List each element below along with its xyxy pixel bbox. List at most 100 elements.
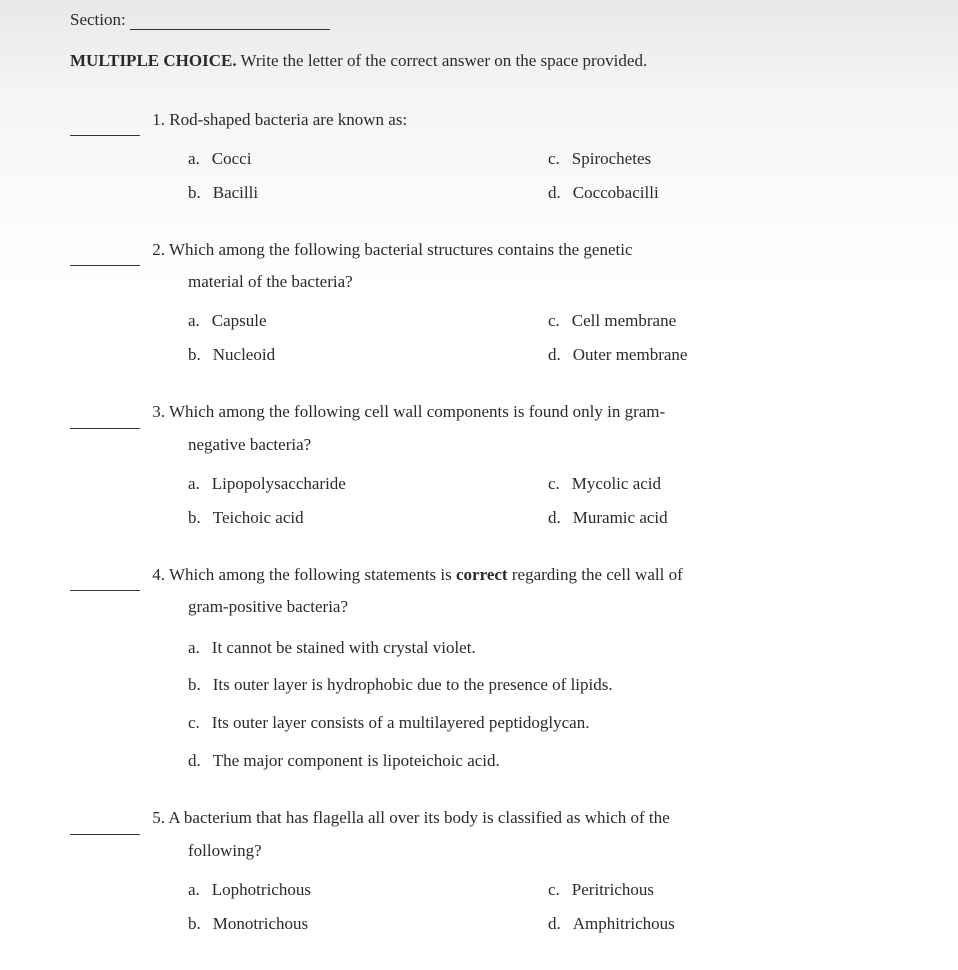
option-label: b. bbox=[188, 508, 201, 527]
option-a: a. Lipopolysaccharide bbox=[188, 467, 548, 501]
option-text: Outer membrane bbox=[573, 345, 688, 364]
option-text: Mycolic acid bbox=[572, 474, 661, 493]
option-c: c. Peritrichous bbox=[548, 873, 908, 907]
option-a: a. Lophotrichous bbox=[188, 873, 548, 907]
question-text-before: Which among the following statements is bbox=[169, 565, 456, 584]
answer-blank[interactable] bbox=[70, 428, 140, 429]
option-label: c. bbox=[548, 474, 560, 493]
question-line: 4. Which among the following statements … bbox=[70, 559, 908, 591]
question-2: 2. Which among the following bacterial s… bbox=[70, 234, 908, 373]
question-3: 3. Which among the following cell wall c… bbox=[70, 396, 908, 535]
option-label: d. bbox=[548, 183, 561, 202]
question-number: 2. bbox=[152, 240, 165, 259]
option-label: c. bbox=[548, 311, 560, 330]
option-b: b. Teichoic acid bbox=[188, 501, 548, 535]
options-grid: a. Lipopolysaccharide c. Mycolic acid b. Te… bbox=[70, 467, 908, 535]
option-label: a. bbox=[188, 149, 200, 168]
option-label: d. bbox=[188, 751, 201, 770]
option-label: b. bbox=[188, 345, 201, 364]
answer-blank[interactable] bbox=[70, 135, 140, 136]
option-label: d. bbox=[548, 914, 561, 933]
option-d: d. Coccobacilli bbox=[548, 176, 908, 210]
option-text: Its outer layer consists of a multilayer… bbox=[212, 713, 590, 732]
option-text: Coccobacilli bbox=[573, 183, 659, 202]
question-5: 5. A bacterium that has flagella all ove… bbox=[70, 802, 908, 941]
question-text: Which among the following cell wall comp… bbox=[169, 402, 665, 421]
question-line: 1. Rod-shaped bacteria are known as: bbox=[70, 104, 908, 136]
question-continuation: material of the bacteria? bbox=[70, 266, 908, 298]
answer-blank[interactable] bbox=[70, 265, 140, 266]
instructions: MULTIPLE CHOICE. Write the letter of the… bbox=[70, 48, 908, 74]
question-text: Rod-shaped bacteria are known as: bbox=[169, 110, 407, 129]
question-text: A bacterium that has flagella all over i… bbox=[168, 808, 669, 827]
option-label: a. bbox=[188, 638, 200, 657]
option-label: a. bbox=[188, 880, 200, 899]
option-label: d. bbox=[548, 345, 561, 364]
question-text: Which among the following bacterial stru… bbox=[169, 240, 633, 259]
option-label: b. bbox=[188, 183, 201, 202]
options-list: a. It cannot be stained with crystal viol… bbox=[70, 630, 908, 779]
options-grid: a. Capsule c. Cell membrane b. Nucleoid d. O… bbox=[70, 304, 908, 372]
option-b: b. Bacilli bbox=[188, 176, 548, 210]
option-text: Capsule bbox=[212, 311, 267, 330]
option-label: b. bbox=[188, 675, 201, 694]
option-b: b. Nucleoid bbox=[188, 338, 548, 372]
option-d: d. The major component is lipoteichoic ac… bbox=[188, 743, 908, 779]
question-line: 2. Which among the following bacterial s… bbox=[70, 234, 908, 266]
option-text: Cell membrane bbox=[572, 311, 676, 330]
section-row: Section: bbox=[70, 10, 908, 30]
question-continuation: following? bbox=[70, 835, 908, 867]
option-d: d. Amphitrichous bbox=[548, 907, 908, 941]
question-1: 1. Rod-shaped bacteria are known as: a. C… bbox=[70, 104, 908, 210]
option-text: Peritrichous bbox=[572, 880, 654, 899]
option-a: a. It cannot be stained with crystal viol… bbox=[188, 630, 908, 666]
option-c: c. Its outer layer consists of a multilay… bbox=[188, 705, 908, 741]
option-text: Its outer layer is hydrophobic due to th… bbox=[213, 675, 613, 694]
option-text: Cocci bbox=[212, 149, 252, 168]
option-label: c. bbox=[548, 149, 560, 168]
question-number: 3. bbox=[152, 402, 165, 421]
question-number: 1. bbox=[152, 110, 165, 129]
option-label: a. bbox=[188, 474, 200, 493]
option-text: Teichoic acid bbox=[213, 508, 304, 527]
section-blank bbox=[130, 29, 330, 30]
question-number: 4. bbox=[152, 565, 165, 584]
option-c: c. Spirochetes bbox=[548, 142, 908, 176]
option-text: Bacilli bbox=[213, 183, 258, 202]
option-label: c. bbox=[548, 880, 560, 899]
question-text-bold: correct bbox=[456, 565, 508, 584]
option-c: c. Cell membrane bbox=[548, 304, 908, 338]
question-line: 5. A bacterium that has flagella all ove… bbox=[70, 802, 908, 834]
answer-blank[interactable] bbox=[70, 834, 140, 835]
section-label: Section: bbox=[70, 10, 126, 29]
option-label: c. bbox=[188, 713, 200, 732]
options-grid: a. Lophotrichous c. Peritrichous b. Monotri… bbox=[70, 873, 908, 941]
option-text: It cannot be stained with crystal violet… bbox=[212, 638, 476, 657]
option-text: Lipopolysaccharide bbox=[212, 474, 346, 493]
question-number: 5. bbox=[152, 808, 165, 827]
option-text: Spirochetes bbox=[572, 149, 651, 168]
option-text: The major component is lipoteichoic acid… bbox=[213, 751, 500, 770]
option-b: b. Monotrichous bbox=[188, 907, 548, 941]
option-text: Muramic acid bbox=[573, 508, 668, 527]
question-text-after: regarding the cell wall of bbox=[508, 565, 683, 584]
option-label: d. bbox=[548, 508, 561, 527]
option-b: b. Its outer layer is hydrophobic due to … bbox=[188, 667, 908, 703]
question-continuation: gram-positive bacteria? bbox=[70, 591, 908, 623]
instructions-text: Write the letter of the correct answer o… bbox=[241, 51, 648, 70]
option-text: Nucleoid bbox=[213, 345, 275, 364]
option-a: a. Capsule bbox=[188, 304, 548, 338]
option-label: b. bbox=[188, 914, 201, 933]
option-text: Lophotrichous bbox=[212, 880, 311, 899]
option-a: a. Cocci bbox=[188, 142, 548, 176]
question-4: 4. Which among the following statements … bbox=[70, 559, 908, 778]
question-continuation: negative bacteria? bbox=[70, 429, 908, 461]
option-text: Monotrichous bbox=[213, 914, 308, 933]
option-text: Amphitrichous bbox=[573, 914, 675, 933]
question-line: 3. Which among the following cell wall c… bbox=[70, 396, 908, 428]
option-d: d. Muramic acid bbox=[548, 501, 908, 535]
options-grid: a. Cocci c. Spirochetes b. Bacilli d. Coccob… bbox=[70, 142, 908, 210]
option-d: d. Outer membrane bbox=[548, 338, 908, 372]
option-label: a. bbox=[188, 311, 200, 330]
answer-blank[interactable] bbox=[70, 590, 140, 591]
